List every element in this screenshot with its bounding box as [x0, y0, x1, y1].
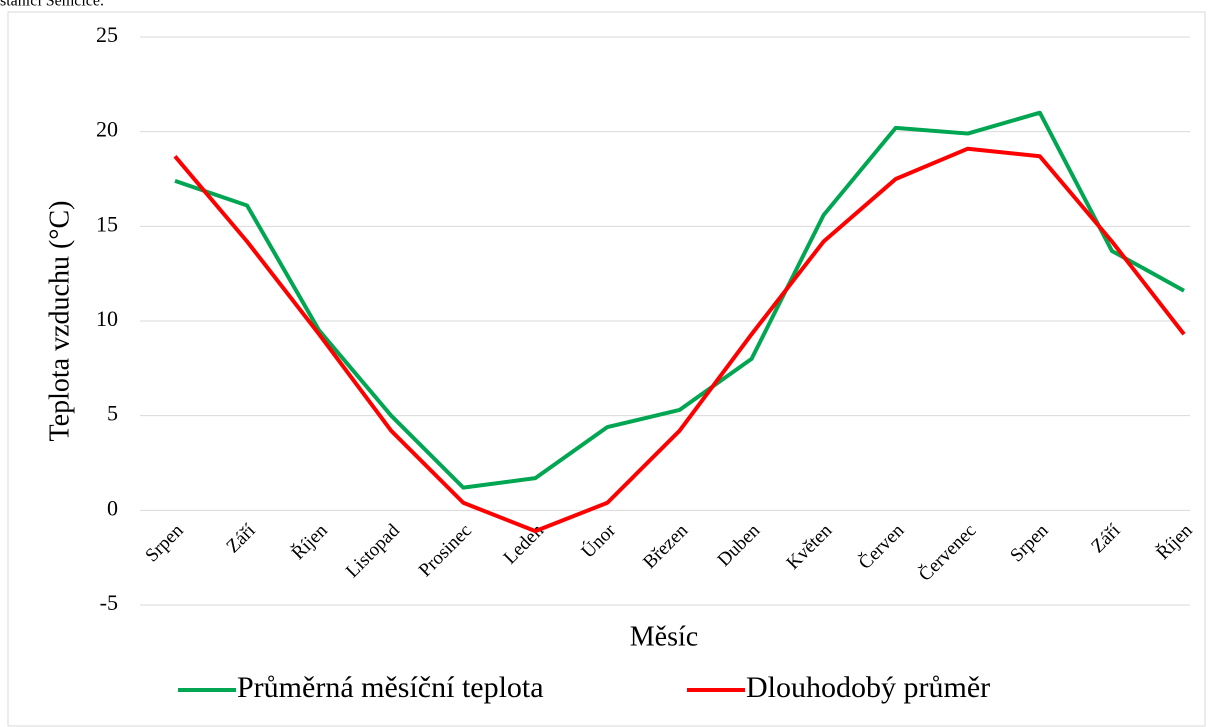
y-tick-label: 0 — [107, 495, 118, 520]
x-tick-label: Říjen — [287, 519, 332, 564]
x-tick-label: Září — [222, 520, 260, 558]
x-axis-title: Měsíc — [630, 621, 698, 652]
line-series — [173, 146, 1186, 534]
x-tick-label: Červenec — [914, 519, 980, 585]
x-tick-label: Srpen — [1006, 520, 1053, 567]
x-tick-label: Srpen — [141, 520, 188, 567]
y-tick-label: 25 — [96, 22, 118, 47]
x-tick-label: Listopad — [342, 520, 404, 582]
y-axis-title: Teplota vzduchu (°C) — [44, 201, 75, 442]
y-tick-label: 20 — [96, 117, 118, 142]
x-tick-label: Červen — [854, 519, 909, 574]
x-tick-label: Duben — [714, 520, 765, 571]
y-tick-label: 5 — [107, 401, 118, 426]
legend-label: Dlouhodobý průměr — [746, 671, 990, 704]
x-tick-label: Únor — [577, 519, 621, 563]
legend-label: Průměrná měsíční teplota — [237, 671, 544, 704]
caption: stanici Semčice. — [0, 0, 104, 10]
y-tick-label: 15 — [96, 211, 118, 236]
x-tick-label: Březen — [639, 520, 692, 573]
line-series — [174, 110, 1185, 490]
x-tick-label: Květen — [783, 520, 837, 574]
y-tick-label: 10 — [96, 306, 118, 331]
x-tick-label: Prosinec — [415, 520, 476, 581]
x-tick-label: Říjen — [1152, 519, 1197, 564]
chart-border — [7, 11, 1206, 727]
y-tick-label: -5 — [100, 590, 118, 615]
x-tick-label: Září — [1087, 520, 1125, 558]
